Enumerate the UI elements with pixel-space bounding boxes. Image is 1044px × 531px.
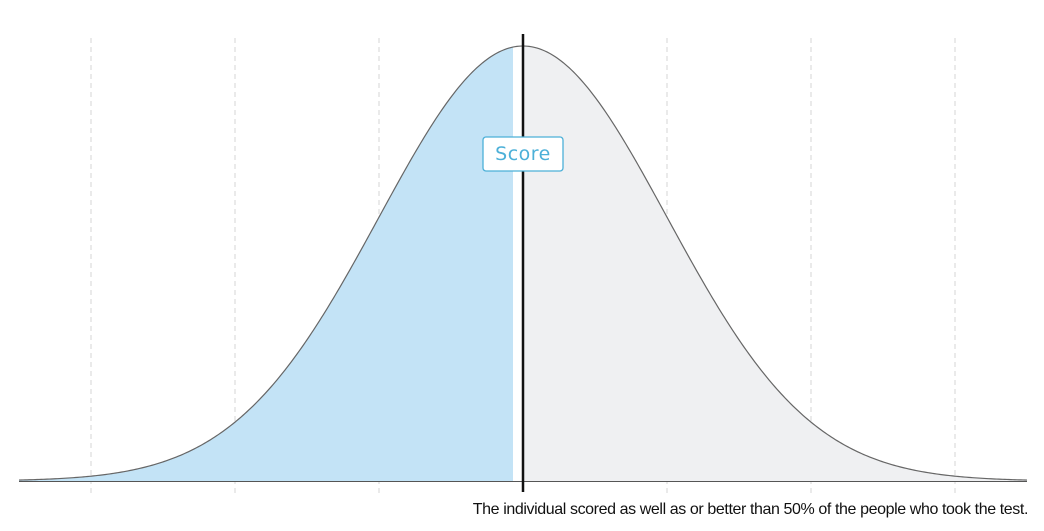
area-below-score [19, 47, 513, 481]
score-label: Score [482, 136, 564, 172]
area-above-score [523, 46, 1027, 481]
percentile-caption: The individual scored as well as or bett… [472, 501, 1029, 518]
score-label-box [482, 136, 564, 172]
score-label-text: Score [495, 143, 551, 165]
